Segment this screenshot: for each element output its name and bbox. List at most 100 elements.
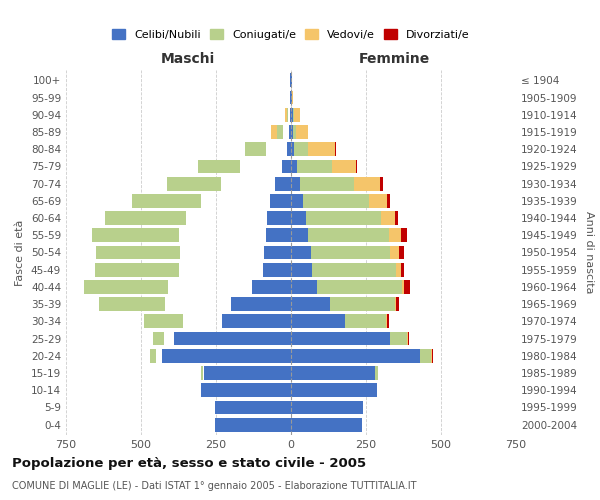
Bar bbox=[291, 74, 292, 87]
Bar bbox=[390, 332, 407, 345]
Bar bbox=[210, 176, 212, 190]
Bar bbox=[95, 263, 179, 276]
Bar bbox=[176, 228, 177, 242]
Bar bbox=[264, 246, 291, 260]
Bar bbox=[285, 108, 287, 122]
Bar bbox=[399, 246, 404, 260]
Bar bbox=[162, 349, 291, 362]
Bar bbox=[178, 246, 179, 260]
Bar bbox=[153, 332, 163, 345]
Bar bbox=[401, 263, 404, 276]
Bar bbox=[290, 74, 291, 87]
Bar bbox=[404, 280, 410, 294]
Bar bbox=[291, 418, 361, 432]
Bar bbox=[105, 211, 186, 225]
Bar bbox=[205, 176, 213, 190]
Bar bbox=[153, 349, 155, 362]
Bar bbox=[291, 298, 330, 311]
Bar bbox=[294, 142, 308, 156]
Bar bbox=[150, 349, 156, 362]
Bar bbox=[180, 314, 182, 328]
Bar bbox=[331, 160, 355, 173]
Bar bbox=[252, 280, 291, 294]
Bar bbox=[381, 211, 395, 225]
Bar bbox=[297, 160, 331, 173]
Bar bbox=[291, 142, 294, 156]
Bar bbox=[330, 298, 395, 311]
Y-axis label: Fasce di età: Fasce di età bbox=[16, 220, 25, 286]
Text: Popolazione per età, sesso e stato civile - 2005: Popolazione per età, sesso e stato civil… bbox=[12, 458, 366, 470]
Bar bbox=[317, 280, 402, 294]
Bar bbox=[296, 125, 308, 139]
Bar bbox=[192, 194, 197, 207]
Bar bbox=[345, 314, 386, 328]
Bar bbox=[291, 125, 293, 139]
Bar bbox=[287, 108, 288, 122]
Bar bbox=[291, 332, 390, 345]
Bar bbox=[287, 142, 291, 156]
Bar bbox=[355, 160, 357, 173]
Bar bbox=[291, 384, 377, 397]
Bar bbox=[386, 314, 387, 328]
Bar bbox=[173, 246, 176, 260]
Bar bbox=[193, 194, 195, 207]
Bar bbox=[201, 366, 203, 380]
Bar bbox=[222, 160, 231, 173]
Bar bbox=[231, 298, 291, 311]
Bar bbox=[204, 366, 291, 380]
Bar bbox=[369, 194, 387, 207]
Bar bbox=[84, 280, 168, 294]
Bar bbox=[291, 314, 345, 328]
Bar bbox=[293, 125, 296, 139]
Bar bbox=[171, 263, 175, 276]
Bar bbox=[291, 160, 297, 173]
Bar bbox=[158, 280, 163, 294]
Bar bbox=[308, 142, 335, 156]
Bar bbox=[271, 125, 277, 139]
Bar bbox=[215, 418, 291, 432]
Bar bbox=[167, 176, 221, 190]
Bar bbox=[387, 194, 390, 207]
Bar bbox=[174, 332, 291, 345]
Bar bbox=[291, 211, 306, 225]
Bar bbox=[291, 246, 311, 260]
Y-axis label: Anni di nascita: Anni di nascita bbox=[584, 211, 594, 294]
Bar bbox=[292, 90, 293, 104]
Bar bbox=[407, 332, 408, 345]
Bar bbox=[291, 176, 300, 190]
Bar bbox=[168, 228, 173, 242]
Bar bbox=[432, 349, 433, 362]
Bar bbox=[401, 228, 407, 242]
Bar bbox=[179, 211, 182, 225]
Bar bbox=[248, 142, 257, 156]
Text: Femmine: Femmine bbox=[359, 52, 430, 66]
Bar bbox=[222, 314, 291, 328]
Bar bbox=[396, 298, 399, 311]
Bar bbox=[161, 332, 162, 345]
Bar bbox=[306, 211, 381, 225]
Bar bbox=[408, 332, 409, 345]
Bar bbox=[265, 228, 291, 242]
Bar bbox=[267, 211, 291, 225]
Bar bbox=[431, 349, 432, 362]
Bar bbox=[311, 246, 390, 260]
Bar bbox=[303, 194, 369, 207]
Bar bbox=[395, 298, 396, 311]
Bar bbox=[99, 298, 165, 311]
Bar bbox=[282, 160, 291, 173]
Bar bbox=[300, 176, 354, 190]
Bar bbox=[270, 194, 291, 207]
Bar bbox=[289, 125, 291, 139]
Bar bbox=[228, 160, 229, 173]
Legend: Celibi/Nubili, Coniugati/e, Vedovi/e, Divorziati/e: Celibi/Nubili, Coniugati/e, Vedovi/e, Di… bbox=[108, 24, 474, 44]
Bar bbox=[354, 176, 380, 190]
Bar bbox=[395, 211, 398, 225]
Bar bbox=[290, 90, 291, 104]
Bar bbox=[390, 246, 399, 260]
Bar bbox=[387, 314, 389, 328]
Bar bbox=[290, 108, 291, 122]
Text: COMUNE DI MAGLIE (LE) - Dati ISTAT 1° gennaio 2005 - Elaborazione TUTTITALIA.IT: COMUNE DI MAGLIE (LE) - Dati ISTAT 1° ge… bbox=[12, 481, 416, 491]
Bar bbox=[245, 142, 265, 156]
Bar bbox=[402, 280, 404, 294]
Bar bbox=[291, 366, 375, 380]
